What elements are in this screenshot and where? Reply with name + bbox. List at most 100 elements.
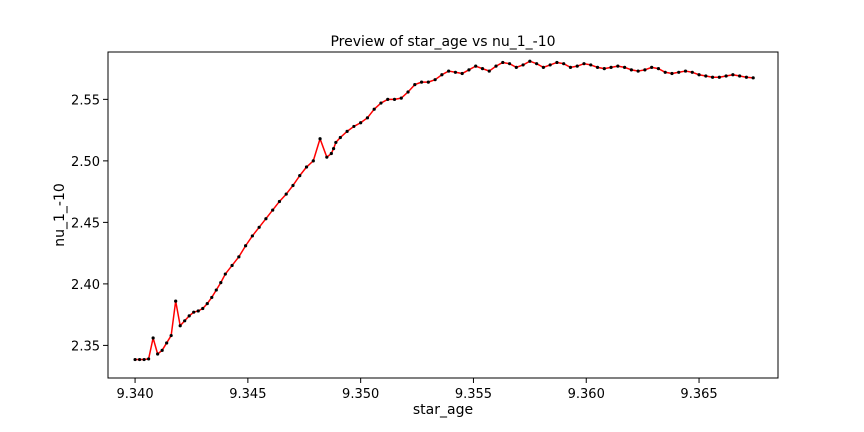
- data-point: [237, 255, 241, 259]
- data-point: [467, 68, 471, 72]
- data-point: [142, 357, 146, 362]
- data-point: [223, 272, 227, 276]
- data-point: [609, 65, 613, 69]
- x-tick-label: 9.340: [116, 387, 153, 402]
- data-point: [271, 208, 275, 212]
- data-point: [501, 60, 505, 65]
- data-point: [541, 65, 545, 69]
- data-point: [589, 63, 593, 67]
- data-point: [595, 65, 600, 69]
- data-point: [178, 324, 182, 328]
- data-point: [724, 74, 728, 78]
- data-point: [205, 301, 209, 306]
- data-point: [345, 129, 349, 133]
- data-point: [331, 146, 336, 151]
- data-point: [535, 62, 539, 66]
- data-point: [494, 64, 498, 68]
- data-point: [738, 74, 742, 78]
- data-point: [474, 64, 478, 68]
- data-point: [514, 65, 518, 69]
- data-point: [338, 135, 342, 140]
- data-point: [656, 67, 661, 71]
- data-point: [311, 159, 315, 163]
- y-tick-label: 2.40: [71, 278, 100, 293]
- data-point: [636, 69, 640, 73]
- data-point: [507, 62, 512, 66]
- data-point: [453, 70, 458, 74]
- x-tick-label: 9.360: [568, 387, 605, 402]
- data-point: [751, 76, 755, 80]
- data-point: [151, 336, 155, 340]
- data-point: [201, 306, 205, 311]
- x-tick-label: 9.355: [455, 387, 492, 402]
- data-point: [399, 96, 403, 100]
- data-point: [568, 65, 573, 69]
- data-point: [386, 97, 390, 101]
- data-point: [147, 357, 151, 361]
- data-point: [555, 60, 559, 65]
- x-axis-label: star_age: [413, 402, 473, 418]
- data-point: [650, 65, 654, 69]
- data-point: [683, 69, 688, 73]
- data-point: [210, 295, 214, 300]
- data-point: [440, 73, 444, 77]
- data-point: [426, 80, 430, 84]
- data-point: [697, 73, 701, 77]
- data-point: [460, 71, 464, 76]
- data-point: [174, 299, 178, 303]
- data-point: [352, 124, 356, 129]
- plot-area: [108, 52, 778, 378]
- y-tick-label: 2.50: [71, 155, 100, 170]
- data-point: [562, 62, 566, 66]
- data-point: [710, 75, 715, 79]
- data-point: [487, 69, 491, 73]
- data-point: [677, 70, 681, 74]
- data-point: [160, 348, 164, 352]
- data-point: [192, 310, 196, 314]
- data-point: [318, 137, 322, 141]
- data-point: [548, 63, 552, 67]
- data-point: [622, 65, 627, 69]
- x-tick-label: 9.365: [680, 387, 717, 402]
- data-point: [244, 244, 248, 248]
- data-point: [602, 67, 606, 71]
- data-point: [137, 357, 142, 362]
- data-point: [521, 63, 525, 67]
- y-axis: 2.35 2.40 2.45 2.50 2.55: [71, 93, 108, 354]
- data-point: [325, 155, 329, 159]
- data-point: [406, 90, 410, 94]
- data-point: [291, 183, 295, 188]
- data-point: [528, 59, 532, 63]
- data-point: [616, 64, 620, 68]
- data-point: [196, 309, 200, 313]
- data-point: [334, 140, 338, 145]
- data-point: [704, 74, 708, 78]
- y-tick-label: 2.45: [71, 216, 100, 231]
- data-point: [284, 192, 288, 196]
- data-point: [365, 116, 370, 120]
- data-point: [663, 70, 667, 74]
- data-point: [575, 64, 579, 68]
- data-point: [433, 78, 437, 82]
- y-tick-label: 2.55: [71, 93, 100, 108]
- plot-frame: [107, 51, 779, 379]
- data-point: [359, 121, 363, 125]
- data-point: [169, 333, 173, 338]
- data-point: [304, 165, 309, 169]
- data-point: [230, 263, 234, 268]
- data-point: [329, 151, 333, 156]
- data-point: [250, 234, 254, 238]
- data-point: [219, 281, 223, 285]
- data-point: [183, 319, 187, 323]
- data-point: [165, 341, 169, 345]
- x-tick-label: 9.350: [342, 387, 379, 402]
- data-point: [717, 75, 721, 79]
- x-axis: 9.340 9.345 9.350 9.355 9.360 9.365: [116, 378, 718, 402]
- data-point: [447, 69, 451, 73]
- data-point: [670, 71, 674, 76]
- x-tick-label: 9.345: [229, 387, 266, 402]
- data-point: [419, 80, 424, 84]
- data-point: [133, 357, 137, 362]
- data-point: [480, 67, 485, 71]
